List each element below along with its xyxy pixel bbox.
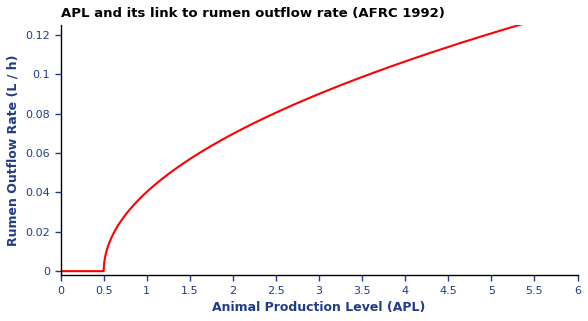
Text: APL and its link to rumen outflow rate (AFRC 1992): APL and its link to rumen outflow rate (… — [61, 7, 445, 20]
X-axis label: Animal Production Level (APL): Animal Production Level (APL) — [212, 301, 426, 314]
Y-axis label: Rumen Outflow Rate (L / h): Rumen Outflow Rate (L / h) — [7, 55, 20, 246]
